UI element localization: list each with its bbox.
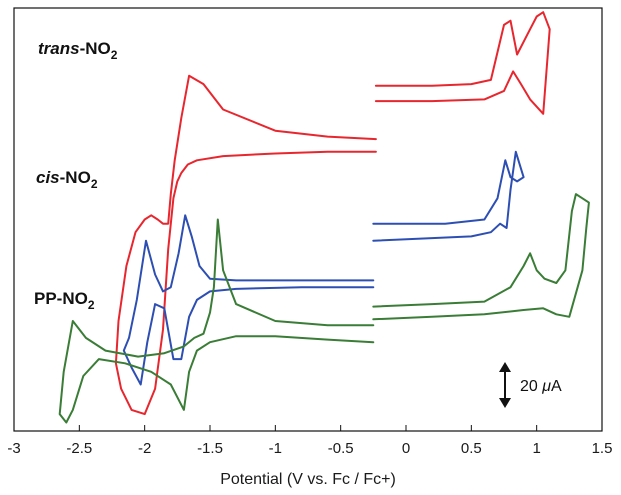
series-label-pp-no2: PP-NO2 bbox=[34, 289, 95, 312]
x-tick-label: -1 bbox=[269, 440, 282, 457]
scale-bar-mu: μ bbox=[541, 378, 551, 395]
cv-curve-series-1-oxidation bbox=[372, 150, 525, 242]
x-tick-label: -0.5 bbox=[328, 440, 354, 457]
series-label-cis-main: -NO bbox=[60, 168, 91, 187]
series-label-cis-sub: 2 bbox=[91, 177, 98, 191]
cv-curves bbox=[58, 11, 590, 424]
x-tick-label: -2 bbox=[138, 440, 151, 457]
cv-curve-series-0-reduction bbox=[114, 74, 377, 416]
cv-curve-series-2-oxidation bbox=[372, 193, 590, 321]
series-label-cis-italic: cis bbox=[36, 168, 60, 187]
x-tick-label: 1 bbox=[532, 440, 540, 457]
series-label-pp-main: PP-NO bbox=[34, 289, 88, 308]
series-label-cis-no2: cis-NO2 bbox=[36, 168, 98, 191]
series-label-pp-sub: 2 bbox=[88, 298, 95, 312]
series-label-trans-sub: 2 bbox=[111, 48, 118, 62]
x-axis-title: Potential (V vs. Fc / Fc+) bbox=[220, 471, 396, 488]
x-axis-ticks bbox=[13, 425, 603, 431]
scale-bar-arrowhead-down bbox=[499, 398, 511, 408]
cv-curve-series-1-reduction bbox=[122, 214, 375, 386]
series-label-trans-italic: trans bbox=[38, 39, 80, 58]
cv-curve-series-0-oxidation bbox=[374, 11, 551, 115]
scale-bar-label: 20 μA bbox=[520, 378, 562, 395]
x-tick-label: -3 bbox=[7, 440, 20, 457]
series-label-trans-main: -NO bbox=[80, 39, 111, 58]
series-label-trans-no2: trans-NO2 bbox=[38, 39, 118, 62]
scale-bar-arrowhead-up bbox=[499, 362, 511, 372]
x-tick-label: 0.5 bbox=[461, 440, 482, 457]
x-tick-label: -2.5 bbox=[66, 440, 92, 457]
plot-frame bbox=[13, 7, 603, 432]
x-tick-label: 0 bbox=[402, 440, 410, 457]
x-tick-label: 1.5 bbox=[592, 440, 613, 457]
scale-bar: 20 μA bbox=[499, 362, 562, 408]
x-tick-label: -1.5 bbox=[197, 440, 223, 457]
x-axis-tick-labels: -3 -2.5 -2 -1.5 -1 -0.5 0 0.5 1 1.5 bbox=[7, 440, 612, 457]
scale-bar-unit: A bbox=[551, 378, 562, 395]
cv-curve-series-2-reduction bbox=[58, 218, 375, 424]
scale-bar-value: 20 bbox=[520, 378, 542, 395]
